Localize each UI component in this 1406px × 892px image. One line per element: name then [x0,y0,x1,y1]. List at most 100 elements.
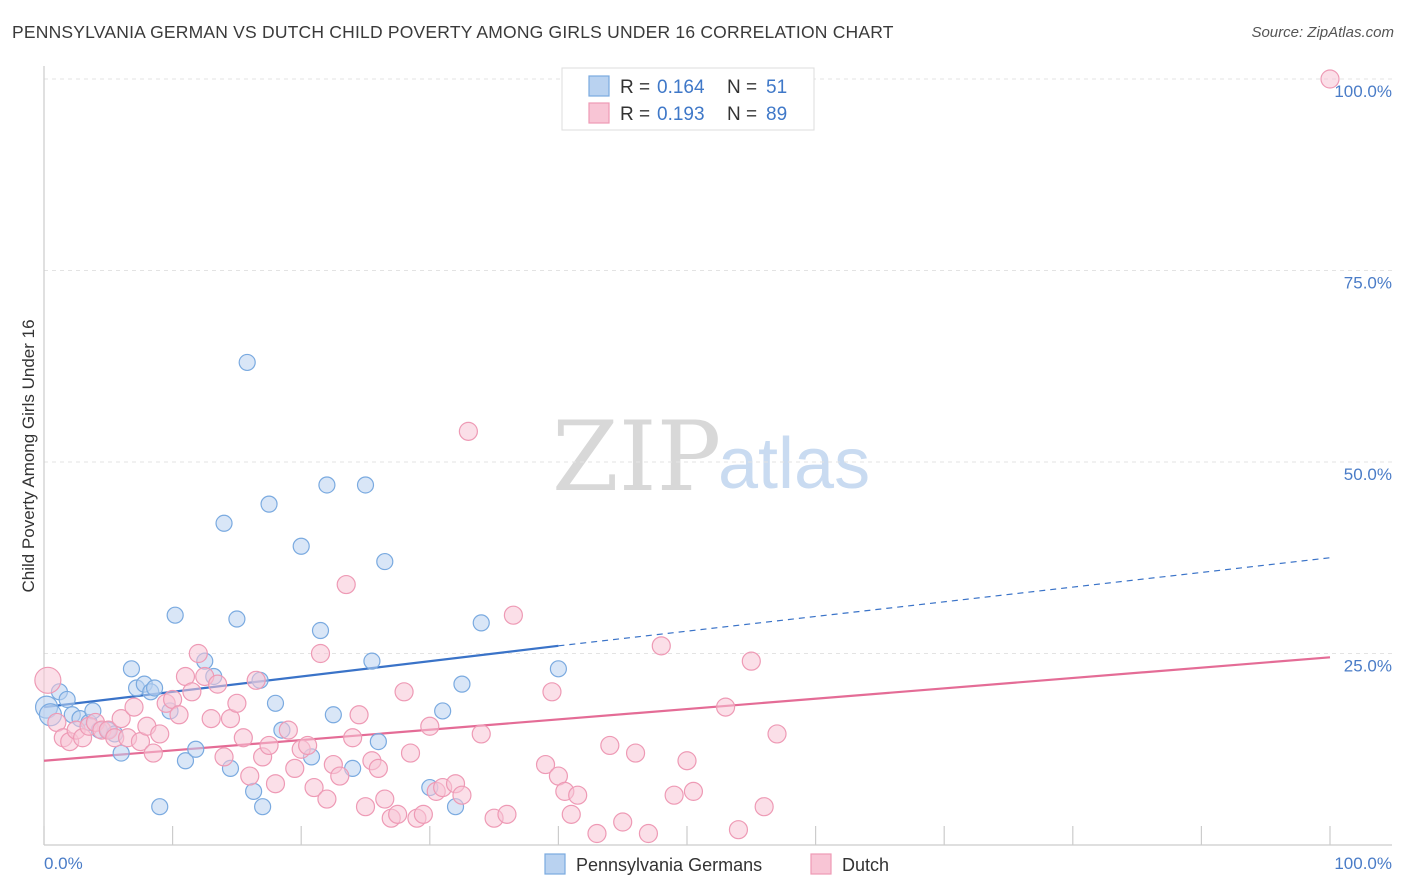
gridlines [44,78,1392,654]
trend-line-0-extension [558,557,1331,647]
data-point [452,785,472,805]
data-point [349,705,369,725]
data-point [549,660,568,678]
data-point [111,709,131,729]
data-point [600,735,620,756]
data-point [355,797,376,817]
y-axis-label: Child Poverty Among Girls Under 16 [19,319,38,592]
data-point [259,735,279,756]
data-point [285,758,305,779]
legend-r-label-1: R = [620,104,650,125]
data-point [363,652,381,670]
data-point [754,797,774,817]
data-point [201,709,221,729]
data-point [587,823,607,844]
data-point [233,728,253,748]
data-point [625,743,646,763]
trend-line-0 [43,644,559,709]
data-point [368,758,388,779]
data-point [1320,69,1340,89]
watermark-zip: ZIP [552,401,721,513]
legend-r-value-0: 0.164 [657,77,705,98]
data-point [343,728,363,748]
x-tick-labels: 0.0% 100.0% [44,854,1392,873]
data-point [187,740,205,758]
data-point [143,743,163,763]
data-point [369,732,387,751]
watermark: ZIP atlas [552,401,870,513]
y-tick-label-100: 100.0% [1334,82,1392,101]
data-point [278,720,298,740]
data-point [298,735,318,756]
data-point [182,682,202,702]
data-point [542,682,562,702]
y-tick-label-75: 75.0% [1344,274,1392,293]
data-point [638,823,659,844]
data-point [214,747,234,767]
data-point [311,621,330,640]
data-point [497,804,517,824]
data-point [677,751,697,771]
data-point [254,798,272,816]
data-point [304,777,324,798]
data-point [245,782,263,800]
x-ticks [43,826,1331,845]
x-tick-label-100: 100.0% [1334,854,1392,873]
legend-n-value-0: 51 [766,77,787,98]
data-point [176,752,195,770]
data-point [741,651,761,671]
data-point [458,421,478,441]
data-point [58,690,76,709]
data-point [310,643,331,664]
legend: R = 0.164 N = 51 R = 0.193 N = 89 [561,67,815,131]
data-points [34,69,1340,844]
bottom-legend-label-1: Dutch [842,855,889,875]
data-point [112,744,130,762]
data-point [683,781,704,801]
bottom-legend-swatch-1 [810,853,832,875]
legend-n-label-0: N = [727,77,757,98]
data-point [453,675,471,693]
data-point [651,636,671,656]
data-point [503,605,523,625]
legend-n-label-1: N = [727,104,757,125]
data-point [394,682,414,702]
data-point [471,724,491,744]
data-point [434,702,452,720]
data-point [169,705,189,725]
data-point [420,716,440,736]
data-point [376,552,394,571]
data-point [265,774,286,794]
data-point [317,789,337,809]
data-point [227,693,247,713]
trend-lines [43,557,1331,762]
data-point [228,610,246,628]
y-tick-label-50: 50.0% [1344,465,1392,484]
data-point [535,754,556,775]
legend-r-label-0: R = [620,77,650,98]
data-point [260,495,278,513]
data-point [330,766,350,786]
data-point [145,679,164,697]
data-point [336,574,356,595]
trend-line-1 [43,656,1331,762]
data-point [215,514,233,532]
data-point [124,697,144,717]
data-point [292,537,310,555]
data-point [240,766,260,786]
data-point [356,476,375,494]
data-point [413,804,433,824]
series-1-points [34,69,1340,844]
data-point [613,812,633,832]
data-point [266,694,285,712]
chart-title: PENNSYLVANIA GERMAN VS DUTCH CHILD POVER… [12,22,894,42]
data-point [664,785,684,805]
data-point [238,353,256,372]
data-point [728,820,749,840]
data-point [122,660,141,678]
watermark-atlas: atlas [718,424,870,504]
data-point [246,670,266,690]
data-point [561,804,581,824]
data-point [375,789,395,809]
